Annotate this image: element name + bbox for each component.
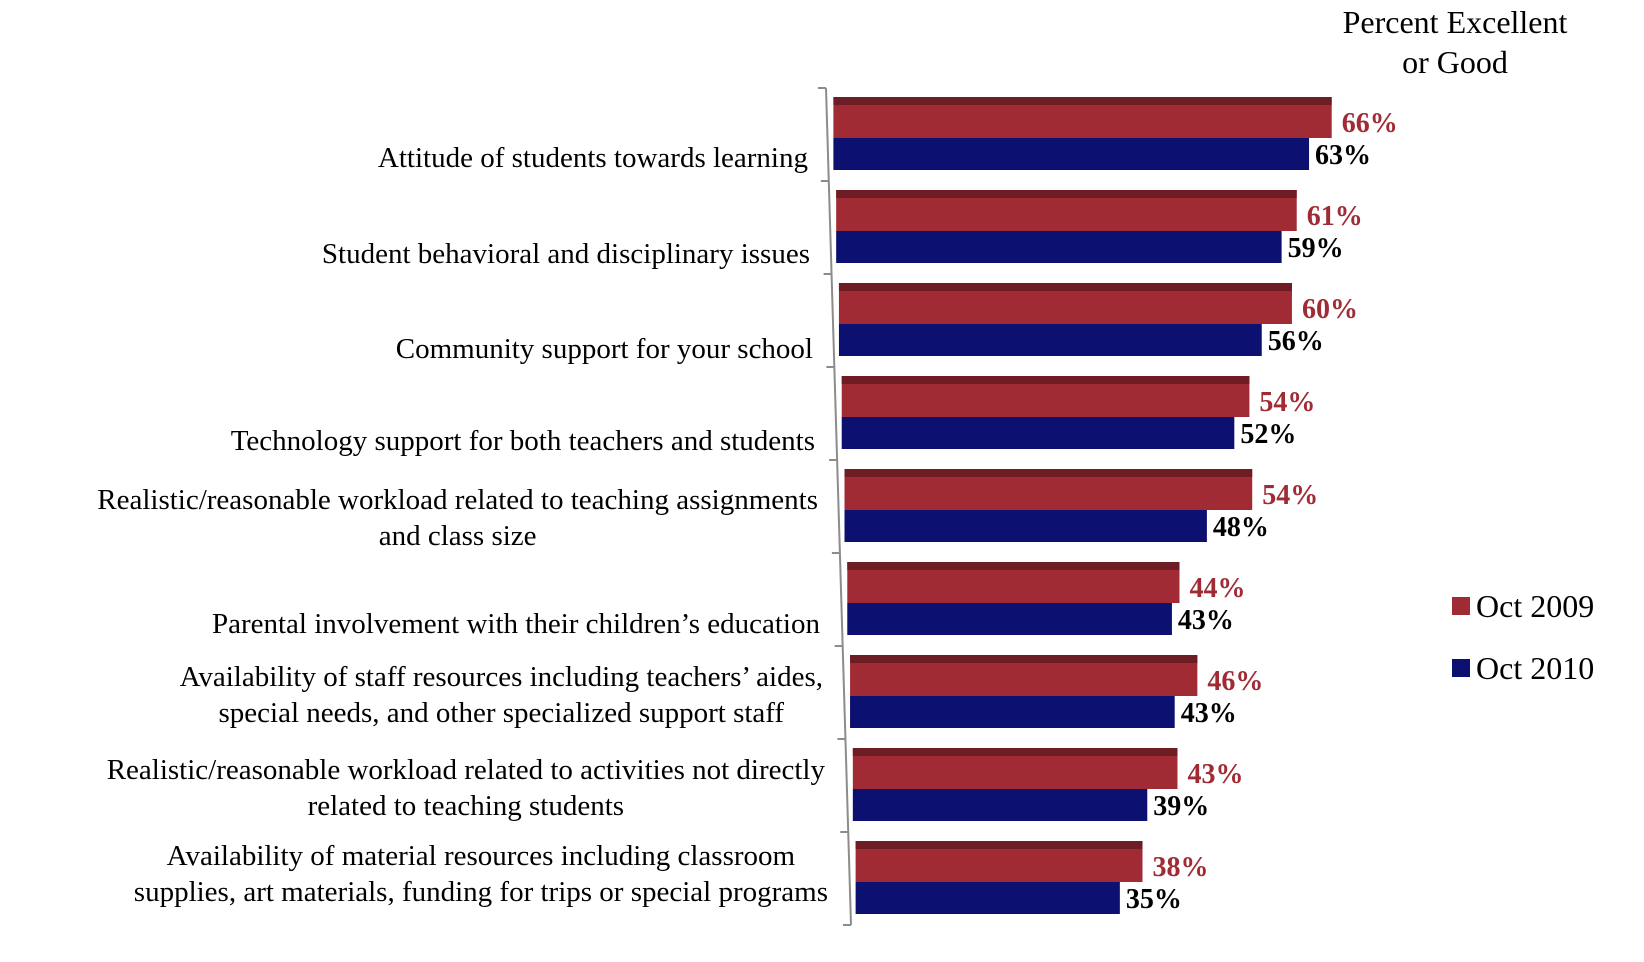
data-label-oct-2010: 35% <box>1125 884 1182 915</box>
data-label-oct-2009: 54% <box>1262 480 1319 511</box>
bar-oct-2009-bevel <box>841 376 1250 384</box>
legend-item-oct-2010: Oct 2010 <box>1452 650 1594 686</box>
data-label-oct-2010: 52% <box>1240 419 1297 450</box>
data-label-oct-2010: 43% <box>1177 605 1234 636</box>
data-label-oct-2010: 43% <box>1180 698 1237 729</box>
data-label-oct-2009: 66% <box>1341 108 1398 139</box>
bar-oct-2009-bevel <box>833 97 1332 105</box>
bar-oct-2010 <box>838 324 1262 356</box>
data-label-oct-2009: 44% <box>1189 573 1246 604</box>
bars-layer <box>833 97 1332 914</box>
data-label-oct-2009: 43% <box>1187 759 1244 790</box>
chart-title: Percent Excellent or Good <box>1342 4 1568 80</box>
legend-label-oct-2009: Oct 2009 <box>1476 588 1595 624</box>
data-label-oct-2009: 46% <box>1207 666 1264 697</box>
bar-oct-2010 <box>844 510 1207 542</box>
category-label: Availability of staff resources includin… <box>179 661 823 729</box>
category-label: Student behavioral and disciplinary issu… <box>321 238 810 270</box>
data-label-oct-2009: 38% <box>1152 852 1209 883</box>
category-label: Realistic/reasonable workload related to… <box>106 754 825 822</box>
bar-oct-2010 <box>855 882 1120 914</box>
bar-oct-2010 <box>850 696 1175 728</box>
axis-layer <box>818 87 852 926</box>
bar-oct-2009-bevel <box>844 469 1253 477</box>
legend-label-oct-2010: Oct 2010 <box>1476 650 1595 686</box>
bar-oct-2010 <box>841 417 1235 449</box>
category-axis <box>825 87 852 926</box>
legend-item-oct-2009: Oct 2009 <box>1452 588 1594 624</box>
category-label: Availability of material resources inclu… <box>133 840 828 908</box>
bar-oct-2010 <box>833 138 1310 170</box>
data-label-oct-2010: 56% <box>1267 326 1324 357</box>
data-label-oct-2010: 39% <box>1153 791 1210 822</box>
bar-oct-2010 <box>836 231 1282 263</box>
legend-swatch-oct-2009 <box>1452 597 1470 615</box>
bar-oct-2009-bevel <box>850 655 1198 663</box>
category-label: Attitude of students towards learning <box>377 142 808 174</box>
data-label-oct-2010: 48% <box>1212 512 1269 543</box>
data-label-oct-2010: 63% <box>1315 140 1372 171</box>
data-label-oct-2010: 59% <box>1287 233 1344 264</box>
data-label-oct-2009: 60% <box>1301 294 1358 325</box>
category-label: Community support for your school <box>395 333 813 365</box>
bar-oct-2009-bevel <box>847 562 1180 570</box>
data-label-oct-2009: 61% <box>1306 201 1363 232</box>
bar-oct-2009-bevel <box>855 841 1143 849</box>
bar-oct-2010 <box>847 603 1172 635</box>
category-label: Realistic/reasonable workload related to… <box>97 484 818 552</box>
bar-oct-2009-bevel <box>836 190 1297 198</box>
bar-oct-2009-bevel <box>838 283 1292 291</box>
bar-oct-2010 <box>852 789 1148 821</box>
category-label: Parental involvement with their children… <box>211 608 820 640</box>
category-label: Technology support for both teachers and… <box>230 425 815 457</box>
legend-swatch-oct-2010 <box>1452 659 1470 677</box>
bar-oct-2009-bevel <box>852 748 1178 756</box>
data-label-oct-2009: 54% <box>1259 387 1316 418</box>
